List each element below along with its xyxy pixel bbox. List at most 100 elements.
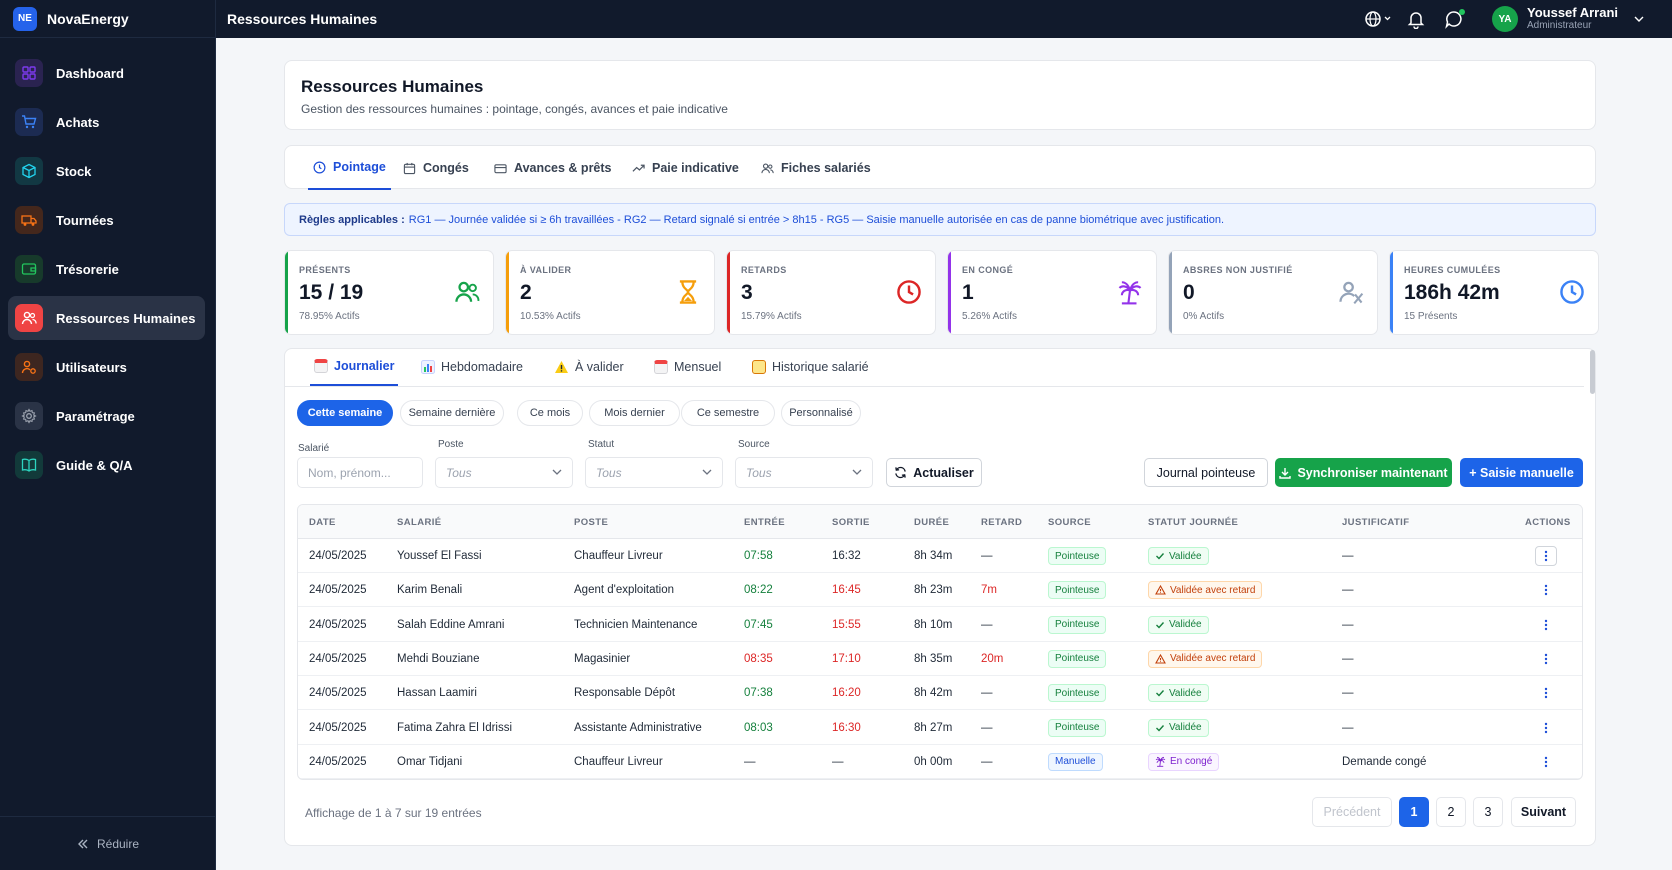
cell-date: 24/05/2025	[309, 687, 367, 700]
page-subtitle: Gestion des ressources humaines : pointa…	[301, 102, 728, 116]
sidebar-item-achats[interactable]: Achats	[8, 100, 205, 144]
messages-button[interactable]	[1444, 9, 1466, 29]
refresh-icon	[895, 466, 907, 479]
subtab-a-valider[interactable]: À valider	[554, 348, 624, 386]
users-icon	[21, 311, 37, 325]
stat-icon-wrap	[1338, 279, 1364, 305]
source-select[interactable]: Tous	[735, 457, 873, 488]
topbar: Ressources Humaines YA Youssef Arrani Ad…	[216, 0, 1672, 38]
row-actions-button[interactable]	[1535, 580, 1557, 600]
salarie-search-input[interactable]: Nom, prénom...	[297, 457, 423, 488]
cell-retard: 20m	[981, 652, 1004, 665]
scrollbar[interactable]	[1590, 350, 1595, 394]
nav-icon-wrap	[15, 108, 43, 136]
sync-button[interactable]: Synchroniser maintenant	[1275, 458, 1452, 487]
statut-select[interactable]: Tous	[585, 457, 723, 488]
row-actions-button[interactable]	[1535, 752, 1557, 772]
sidebar-item-tourn-es[interactable]: Tournées	[8, 198, 205, 242]
cell-salarie[interactable]: Fatima Zahra El Idrissi	[397, 721, 513, 734]
user-info[interactable]: Youssef Arrani Administrateur	[1527, 5, 1618, 31]
table-row[interactable]: 24/05/2025 Hassan Laamiri Responsable Dé…	[298, 676, 1582, 711]
period-chip[interactable]: Cette semaine	[297, 400, 393, 426]
subtab-journalier[interactable]: Journalier	[310, 348, 399, 386]
tab-avances[interactable]: Avances & prêts	[494, 146, 612, 190]
cell-salarie[interactable]: Salah Eddine Amrani	[397, 618, 505, 631]
refresh-button[interactable]: Actualiser	[886, 458, 982, 487]
tab-fiches[interactable]: Fiches salariés	[761, 146, 871, 190]
cell-retard: —	[981, 721, 993, 734]
prev-page-button[interactable]: Précédent	[1312, 797, 1392, 827]
tab-label: Avances & prêts	[514, 161, 612, 175]
subtab-mensuel[interactable]: Mensuel	[654, 348, 721, 386]
page-button[interactable]: 2	[1436, 797, 1466, 827]
subtab-historique[interactable]: Historique salarié	[752, 348, 869, 386]
sidebar-item-tr-sorerie[interactable]: Trésorerie	[8, 247, 205, 291]
cell-justificatif: Demande congé	[1342, 755, 1427, 768]
table-row[interactable]: 24/05/2025 Mehdi Bouziane Magasinier 08:…	[298, 642, 1582, 676]
cell-salarie[interactable]: Hassan Laamiri	[397, 687, 477, 700]
column-header: POSTE	[574, 517, 609, 528]
row-actions-button[interactable]	[1535, 546, 1557, 566]
clock-icon	[1560, 280, 1584, 304]
source-badge: Pointeuse	[1048, 649, 1107, 668]
subtab-hebdomadaire[interactable]: Hebdomadaire	[421, 348, 523, 386]
period-chip[interactable]: Ce mois	[517, 400, 583, 426]
stat-sub: 15.79% Actifs	[741, 311, 802, 322]
sidebar-item-ressources-humaines[interactable]: Ressources Humaines	[8, 296, 205, 340]
sidebar-item-guide-q-a[interactable]: Guide & Q/A	[8, 443, 205, 487]
source-badge: Pointeuse	[1048, 581, 1107, 600]
period-chip[interactable]: Personnalisé	[781, 400, 861, 426]
row-actions-button[interactable]	[1535, 649, 1557, 669]
cell-salarie[interactable]: Youssef El Fassi	[397, 550, 482, 562]
period-chip[interactable]: Ce semestre	[681, 400, 775, 426]
sidebar-item-param-trage[interactable]: Paramétrage	[8, 394, 205, 438]
collapse-button[interactable]: Réduire	[0, 816, 216, 870]
sidebar-item-label: Ressources Humaines	[56, 310, 196, 326]
journal-pointeuse-button[interactable]: Journal pointeuse	[1144, 458, 1268, 487]
page-button[interactable]: 1	[1399, 797, 1429, 827]
period-chip[interactable]: Semaine dernière	[400, 400, 504, 426]
download-icon	[1279, 467, 1292, 479]
notifications-button[interactable]	[1406, 9, 1426, 29]
chevron-down-icon[interactable]	[1634, 15, 1644, 23]
status-label: Validée avec retard	[1170, 584, 1256, 596]
pagination-summary: Affichage de 1 à 7 sur 19 entrées	[305, 806, 482, 820]
next-page-button[interactable]: Suivant	[1511, 797, 1576, 827]
row-actions-button[interactable]	[1535, 615, 1557, 635]
rules-text: RG1 — Journée validée si ≥ 6h travaillée…	[408, 213, 1225, 226]
period-chip[interactable]: Mois dernier	[589, 400, 680, 426]
sidebar-item-dashboard[interactable]: Dashboard	[8, 51, 205, 95]
status-label: Validée	[1169, 687, 1202, 699]
globe-icon	[1365, 11, 1391, 27]
cart-icon	[22, 115, 37, 129]
cell-justificatif: —	[1342, 584, 1354, 597]
table-row[interactable]: 24/05/2025 Youssef El Fassi Chauffeur Li…	[298, 539, 1582, 573]
tab-paie[interactable]: Paie indicative	[632, 146, 739, 190]
stat-card: ABSRES NON JUSTIFIÉ 0 0% Actifs	[1168, 250, 1378, 335]
row-actions-button[interactable]	[1535, 683, 1557, 703]
kebab-icon	[1544, 722, 1548, 733]
table-row[interactable]: 24/05/2025 Omar Tidjani Chauffeur Livreu…	[298, 745, 1582, 779]
filter-label-statut: Statut	[588, 439, 615, 450]
avatar[interactable]: YA	[1492, 6, 1518, 32]
brand[interactable]: NE NovaEnergy	[0, 0, 215, 38]
sidebar-item-stock[interactable]: Stock	[8, 149, 205, 193]
page-button[interactable]: 3	[1473, 797, 1503, 827]
row-actions-button[interactable]	[1535, 718, 1557, 738]
table-row[interactable]: 24/05/2025 Fatima Zahra El Idrissi Assis…	[298, 711, 1582, 745]
status-badge: Validée	[1148, 615, 1209, 634]
table-row[interactable]: 24/05/2025 Karim Benali Agent d'exploita…	[298, 573, 1582, 608]
cell-salarie[interactable]: Karim Benali	[397, 584, 463, 597]
table-row[interactable]: 24/05/2025 Salah Eddine Amrani Technicie…	[298, 608, 1582, 642]
cell-salarie[interactable]: Mehdi Bouziane	[397, 652, 480, 665]
cell-salarie[interactable]: Omar Tidjani	[397, 755, 463, 768]
manual-entry-button[interactable]: + Saisie manuelle	[1460, 458, 1583, 487]
subtab-label: À valider	[575, 360, 624, 374]
language-button[interactable]	[1364, 9, 1392, 29]
tab-pointage[interactable]: Pointage	[308, 146, 391, 190]
sidebar-item-utilisateurs[interactable]: Utilisateurs	[8, 345, 205, 389]
poste-select[interactable]: Tous	[435, 457, 573, 488]
double-chevron-left-icon	[77, 839, 88, 848]
tab-conges[interactable]: Congés	[403, 146, 469, 190]
stat-card: À VALIDER 2 10.53% Actifs	[505, 250, 715, 335]
